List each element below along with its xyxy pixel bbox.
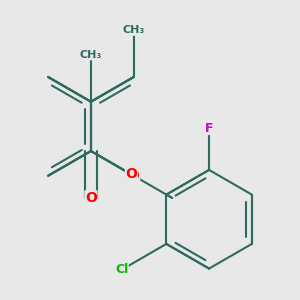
Text: O: O: [85, 191, 97, 205]
Text: CH₃: CH₃: [80, 50, 102, 60]
Text: CH₃: CH₃: [122, 25, 145, 35]
Text: Cl: Cl: [115, 263, 128, 276]
Text: F: F: [205, 122, 213, 134]
Text: O: O: [128, 169, 140, 183]
Text: O: O: [126, 167, 137, 182]
